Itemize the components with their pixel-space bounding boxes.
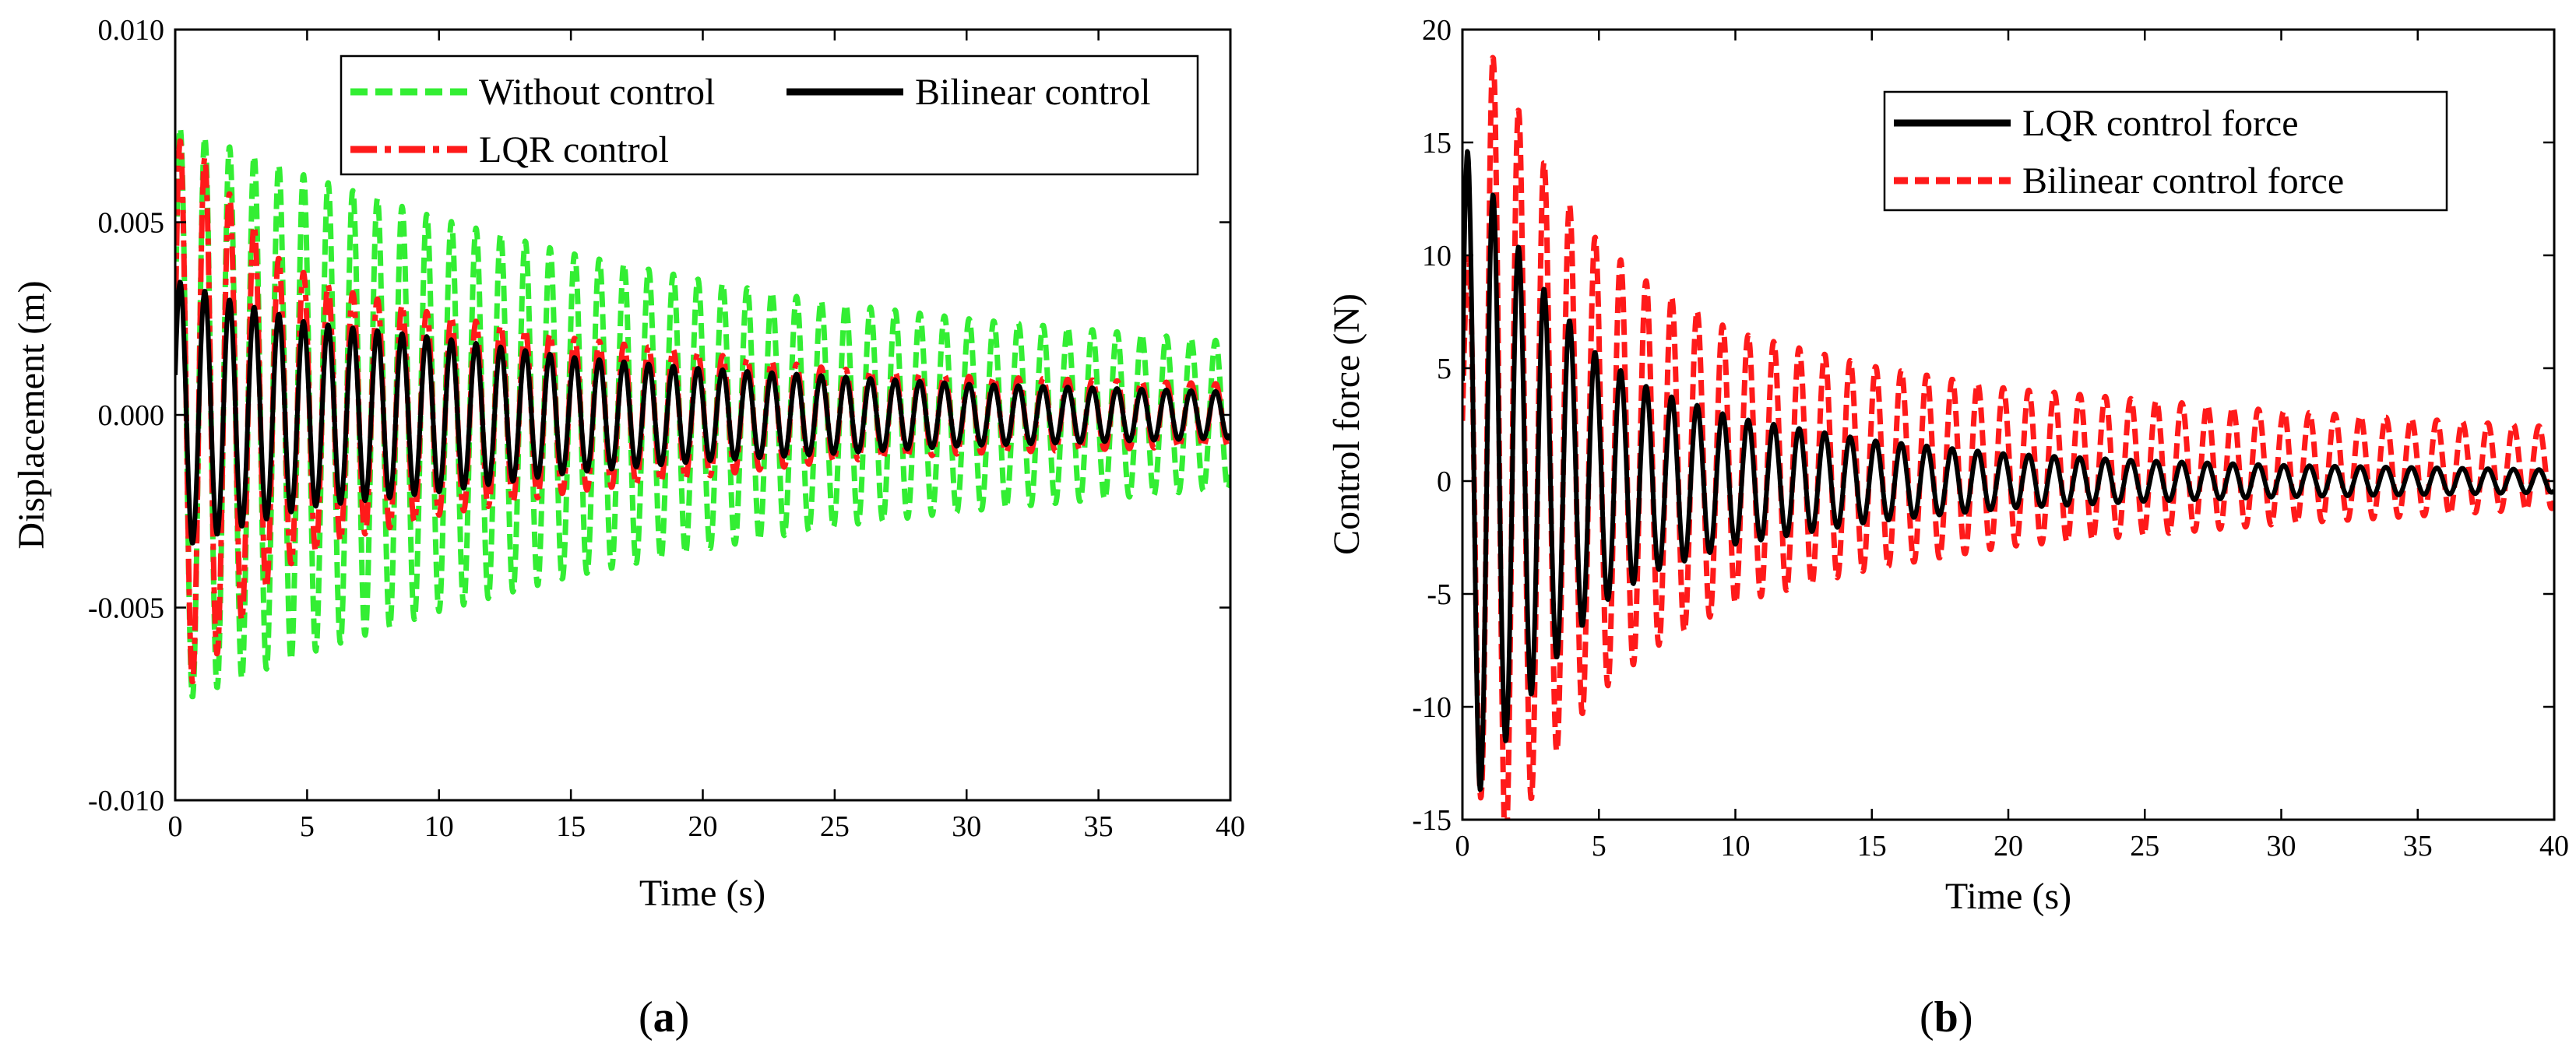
x-ticks-b: 0 5 10 15 20 25 30 35 40 [1455,30,2569,863]
series-line-lqr-control-force [1462,149,2554,792]
y-tick-label: -15 [1412,804,1452,837]
y-tick-label: -0.005 [88,592,164,625]
y-tick-label: 0.010 [98,14,165,47]
legend-box-a [340,54,1199,176]
y-axis-title-a: Displacement (m) [11,280,52,549]
chart-panel-a: 0 5 10 15 20 25 30 35 40 -0.010-0.0050.0000.0050… [11,14,1245,1042]
y-tick-label: 0 [1437,466,1452,498]
legend-label-lqr-control: LQR control [479,129,669,170]
y-ticks-a: -0.010 -0.005 0.000 0.005 0.010 [88,14,1230,817]
x-tick-label: 20 [1994,830,2023,863]
panel-label-b: (b) [1920,993,1972,1042]
y-axis-title-b: Control force (N) [1326,293,1367,555]
y-tick-label: -0.010 [88,785,164,817]
plot-area-b [1462,54,2554,820]
x-ticks-a: 0 5 10 15 20 25 30 35 40 [168,30,1245,843]
x-axis-title-b: Time (s) [1945,876,2071,917]
y-tick-label: 0.005 [98,207,165,240]
series-line-bilinear-control-force [1462,54,2554,820]
x-tick-label: 15 [1857,830,1887,863]
series-line-lqr-control [175,138,1230,684]
legend-label-without-control: Without control [479,72,715,113]
y-tick-label: -5 [1427,578,1452,611]
x-tick-label: 40 [2539,830,2569,863]
legend-b: LQR control force Bilinear control force [1883,90,2448,212]
y-tick-label: 0.000 [98,399,165,432]
x-tick-label: 10 [1721,830,1751,863]
x-tick-label: 15 [556,810,586,843]
x-tick-label: 40 [1216,810,1245,843]
plot-area-a [175,125,1230,700]
legend-label-lqr-control-force: LQR control force [2022,103,2299,144]
x-tick-label: 0 [168,810,183,843]
series-line-bilinear-control [175,279,1230,546]
x-tick-label: 30 [2267,830,2296,863]
legend-a: Without control Bilinear control LQR con… [340,54,1199,176]
x-tick-label: 25 [820,810,850,843]
y-ticks-b: -15 -10 -5 0 5 10 15 20 [1412,14,2554,837]
legend-label-bilinear-control-force: Bilinear control force [2022,160,2344,202]
y-tick-label: 5 [1437,353,1452,385]
x-tick-label: 30 [952,810,981,843]
x-tick-label: 35 [1084,810,1114,843]
y-tick-label: 20 [1422,14,1452,47]
x-tick-label: 0 [1455,830,1470,863]
x-tick-label: 35 [2403,830,2433,863]
legend-label-bilinear-control: Bilinear control [915,72,1151,113]
y-tick-label: -10 [1412,691,1452,724]
x-tick-label: 5 [1592,830,1606,863]
panel-label-a: (a) [639,993,689,1042]
y-tick-label: 10 [1422,240,1452,272]
chart-panel-b: 0 5 10 15 20 25 30 35 40 -15 -10 -5 0 5 10 15 20 Time (… [1326,14,2569,1042]
x-tick-label: 25 [2130,830,2159,863]
x-tick-label: 5 [300,810,315,843]
x-tick-label: 20 [688,810,718,843]
y-tick-label: 15 [1422,127,1452,160]
x-axis-title-a: Time (s) [639,873,765,914]
legend-box-b [1883,90,2448,212]
x-tick-label: 10 [424,810,454,843]
